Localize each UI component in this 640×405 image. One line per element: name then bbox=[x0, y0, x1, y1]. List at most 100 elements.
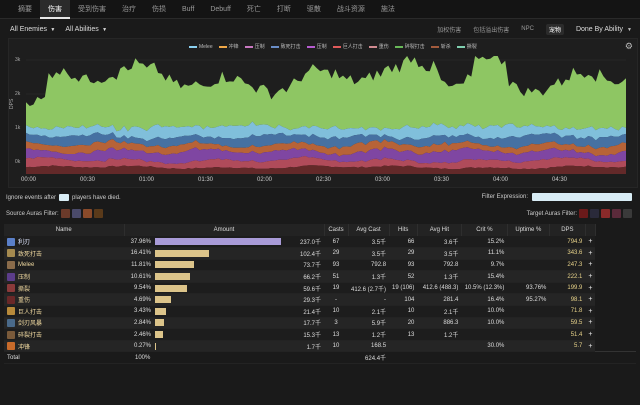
table-row[interactable]: 剑刃风暴 2.84% 17.7千 3 5.9千 20 886.3 10.0% 59.5 + bbox=[4, 317, 636, 330]
expand-button[interactable]: + bbox=[585, 317, 596, 330]
column-header[interactable]: Avg Hit bbox=[417, 224, 462, 236]
expand-button[interactable]: + bbox=[585, 270, 596, 283]
ability-name[interactable]: 冲锋 bbox=[7, 342, 121, 351]
column-header[interactable]: Name bbox=[4, 224, 125, 236]
ability-name[interactable]: 重伤 bbox=[7, 295, 121, 304]
legend-item[interactable]: 碎裂打击 bbox=[394, 43, 425, 50]
gear-icon[interactable]: ⚙ bbox=[624, 41, 633, 51]
column-header[interactable]: Amount bbox=[124, 224, 325, 236]
uptime-cell bbox=[507, 328, 550, 341]
filter-expression-input[interactable] bbox=[532, 193, 632, 201]
tab-3[interactable]: 治疗 bbox=[122, 5, 136, 13]
aura-icon[interactable] bbox=[71, 209, 81, 218]
option-tab-1[interactable]: 包括溢出伤害 bbox=[473, 27, 510, 34]
tab-9[interactable]: 驱散 bbox=[306, 5, 321, 13]
tab-11[interactable]: 施法 bbox=[380, 5, 395, 13]
chevron-down-icon: ▼ bbox=[627, 26, 632, 33]
table-row[interactable]: 碎裂打击 2.46% 15.3千 13 1.2千 13 1.2千 51.4 + bbox=[4, 328, 636, 341]
plus-icon: + bbox=[588, 238, 593, 246]
option-tab-3[interactable]: 宠物 bbox=[545, 23, 564, 35]
tab-2[interactable]: 受到伤害 bbox=[78, 5, 106, 13]
tab-0[interactable]: 摘要 bbox=[18, 5, 32, 13]
table-row[interactable]: 利刃 37.96% 237.0千 67 3.5千 66 3.6千 15.2% 794.9 + bbox=[4, 236, 636, 249]
ability-name[interactable]: 撕裂 bbox=[7, 284, 121, 293]
tab-10[interactable]: 战斗资源 bbox=[336, 5, 365, 13]
legend-item[interactable]: 压制 bbox=[306, 43, 327, 50]
abilities-dropdown[interactable]: All Abilities ▼ bbox=[65, 26, 107, 33]
legend-item[interactable]: 巨人打击 bbox=[332, 43, 363, 50]
tab-6[interactable]: Debuff bbox=[210, 5, 231, 13]
expand-button[interactable]: + bbox=[585, 259, 596, 272]
expand-button[interactable]: + bbox=[585, 328, 596, 341]
ability-name[interactable]: 巨人打击 bbox=[7, 307, 121, 316]
expand-button[interactable]: + bbox=[585, 236, 596, 249]
table-row[interactable]: 致死打击 16.41% 102.4千 29 3.5千 29 3.5千 11.1% 343.6 + bbox=[4, 247, 636, 260]
avg-hit-cell: 3.5千 bbox=[417, 247, 462, 260]
ability-name[interactable]: 碎裂打击 bbox=[7, 330, 121, 339]
tab-5[interactable]: Buff bbox=[182, 5, 195, 13]
legend-item[interactable]: 压制 bbox=[244, 43, 265, 50]
legend-item[interactable]: 致死打击 bbox=[270, 43, 301, 50]
ability-name[interactable]: 利刃 bbox=[7, 237, 121, 246]
column-header[interactable]: Casts bbox=[324, 224, 349, 236]
table-row[interactable]: 重伤 4.69% 29.3千 - -104 281.4 16.4% 95.27% 98.1 + bbox=[4, 293, 636, 307]
amount-value: 29.3千 bbox=[303, 298, 321, 305]
done-by-dropdown[interactable]: Done By Ability ▼ bbox=[576, 26, 632, 33]
uptime-cell: 95.27% bbox=[507, 293, 550, 307]
ability-label: 撕裂 bbox=[18, 286, 31, 293]
table-row[interactable]: Melee 11.81% 73.7千 93 792.8 93 792.8 9.7% 247.3 + bbox=[4, 259, 636, 272]
aura-icon[interactable] bbox=[590, 209, 599, 218]
tab-4[interactable]: 伤损 bbox=[152, 5, 166, 13]
legend-swatch bbox=[189, 45, 197, 48]
legend-item[interactable]: 冲锋 bbox=[218, 43, 239, 50]
ignore-label: Ignore events after bbox=[6, 194, 57, 201]
expand-button[interactable]: + bbox=[585, 340, 596, 353]
tab-1[interactable]: 伤害 bbox=[40, 0, 70, 19]
expand-button[interactable]: + bbox=[585, 305, 596, 318]
enemies-dropdown[interactable]: All Enemies ▼ bbox=[10, 26, 55, 33]
uptime-cell bbox=[507, 259, 550, 272]
death-count-input[interactable] bbox=[59, 194, 70, 201]
ability-name[interactable]: 压制 bbox=[7, 272, 121, 281]
legend-item[interactable]: 重伤 bbox=[368, 43, 389, 50]
column-header[interactable]: Hits bbox=[389, 224, 418, 236]
amount-cell: 2.84% 17.7千 bbox=[124, 317, 324, 330]
y-tick-label: 1k bbox=[15, 125, 21, 131]
aura-icon[interactable] bbox=[623, 209, 632, 218]
legend-item[interactable]: 斩杀 bbox=[430, 43, 451, 50]
column-header-spacer bbox=[585, 224, 596, 236]
dps-chart: Melee 冲锋 压制 致死打击 压制 巨人打击 重伤 碎裂打击 斩杀 撕裂 ⚙ DPS 3k 2k… bbox=[8, 38, 638, 188]
option-tab-0[interactable]: 加权伤害 bbox=[437, 27, 462, 34]
legend-item[interactable]: 撕裂 bbox=[456, 43, 477, 50]
tab-7[interactable]: 死亡 bbox=[246, 5, 261, 13]
casts-cell: 29 bbox=[324, 247, 348, 260]
expand-button[interactable]: + bbox=[585, 293, 596, 307]
dps-cell: 59.5 bbox=[549, 317, 586, 330]
ability-name[interactable]: 剑刃风暴 bbox=[7, 318, 121, 327]
aura-icon[interactable] bbox=[612, 209, 621, 218]
amount-percent: 4.69% bbox=[133, 296, 151, 303]
aura-icon[interactable] bbox=[82, 209, 92, 218]
expand-button[interactable]: + bbox=[585, 247, 596, 260]
ability-name[interactable]: 致死打击 bbox=[7, 249, 121, 258]
legend-item[interactable]: Melee bbox=[189, 43, 213, 50]
tab-8[interactable]: 打断 bbox=[276, 5, 291, 13]
area-series bbox=[26, 56, 626, 132]
column-header[interactable]: Avg Cast bbox=[348, 224, 390, 236]
aura-icon[interactable] bbox=[93, 209, 103, 218]
ability-name[interactable]: Melee bbox=[7, 260, 121, 269]
column-header[interactable]: Uptime % bbox=[507, 224, 550, 236]
expand-button[interactable]: + bbox=[585, 282, 596, 295]
amount-bar-track bbox=[155, 284, 281, 292]
aura-icon[interactable] bbox=[601, 209, 610, 218]
table-row[interactable]: 撕裂 9.54% 59.6千 19 412.6 (2.7千) 19 (106) 412.6 … bbox=[4, 282, 636, 295]
column-header[interactable]: DPS bbox=[549, 224, 586, 236]
table-row[interactable]: 冲锋 0.27% 1.7千 10 168.5 30.0% 5.7 + bbox=[4, 340, 636, 353]
table-row[interactable]: 巨人打击 3.43% 21.4千 10 2.1千 10 2.1千 10.0% 71.8 + bbox=[4, 305, 636, 318]
table-row[interactable]: 压制 10.61% 66.2千 51 1.3千 52 1.3千 15.4% 222.1 + bbox=[4, 270, 636, 283]
aura-icon[interactable] bbox=[60, 209, 70, 218]
aura-icon[interactable] bbox=[579, 209, 588, 218]
amount-cell: 3.43% 21.4千 bbox=[124, 305, 324, 318]
column-header[interactable]: Crit % bbox=[461, 224, 508, 236]
option-tab-2[interactable]: NPC bbox=[521, 26, 534, 32]
